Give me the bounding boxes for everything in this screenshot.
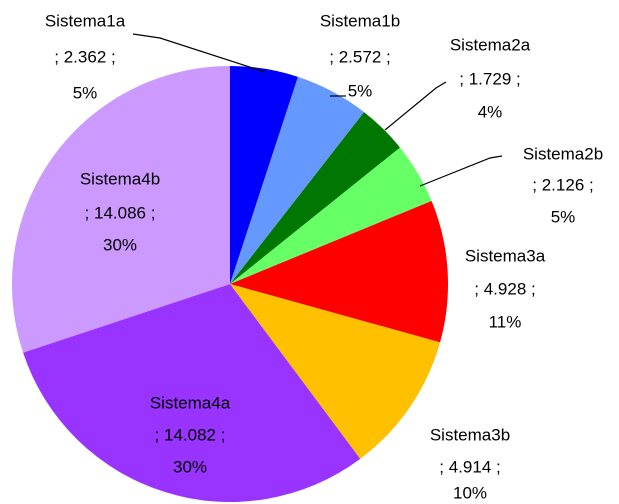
data-label-percent: 10% — [453, 483, 487, 502]
data-label-name: Sistema2a — [450, 35, 531, 54]
data-label-name: Sistema1b — [320, 11, 400, 30]
data-label-percent: 30% — [173, 457, 207, 476]
pie-slice — [230, 147, 432, 284]
data-label-percent: 11% — [489, 312, 522, 331]
data-label-value: ; 1.729 ; — [459, 69, 520, 88]
data-label-value: ; 2.362 ; — [54, 47, 115, 66]
data-label-value: ; 14.086 ; — [85, 203, 156, 222]
data-label-value: ; 2.572 ; — [329, 47, 390, 66]
pie-slice — [230, 112, 401, 284]
data-label-name: Sistema3b — [430, 425, 510, 444]
data-label-value: ; 4.928 ; — [474, 279, 535, 298]
data-label-percent: 30% — [103, 235, 137, 254]
pie-slice — [230, 76, 365, 284]
data-label-name: Sistema4a — [150, 393, 231, 412]
leader-line — [419, 155, 503, 187]
data-label-name: Sistema3a — [465, 246, 546, 265]
pie-slice — [230, 284, 441, 459]
data-label-name: Sistema1a — [45, 11, 126, 30]
data-label-value: ; 4.914 ; — [439, 457, 500, 476]
pie-slice — [230, 200, 448, 343]
pie-slice — [11, 66, 231, 353]
leader-line — [384, 81, 447, 131]
data-label-percent: 5% — [73, 83, 98, 102]
data-label-name: Sistema4b — [80, 169, 160, 188]
data-label-name: Sistema2b — [523, 144, 603, 163]
leader-line — [132, 33, 266, 73]
data-label-percent: 5% — [551, 207, 576, 226]
data-label-percent: 4% — [478, 102, 503, 121]
data-label-value: ; 2.126 ; — [532, 175, 593, 194]
pie — [11, 66, 448, 502]
data-label-value: ; 14.082 ; — [155, 425, 226, 444]
pie-slice — [23, 284, 361, 502]
data-label-percent: 5% — [348, 81, 373, 100]
pie-slice — [230, 66, 298, 284]
